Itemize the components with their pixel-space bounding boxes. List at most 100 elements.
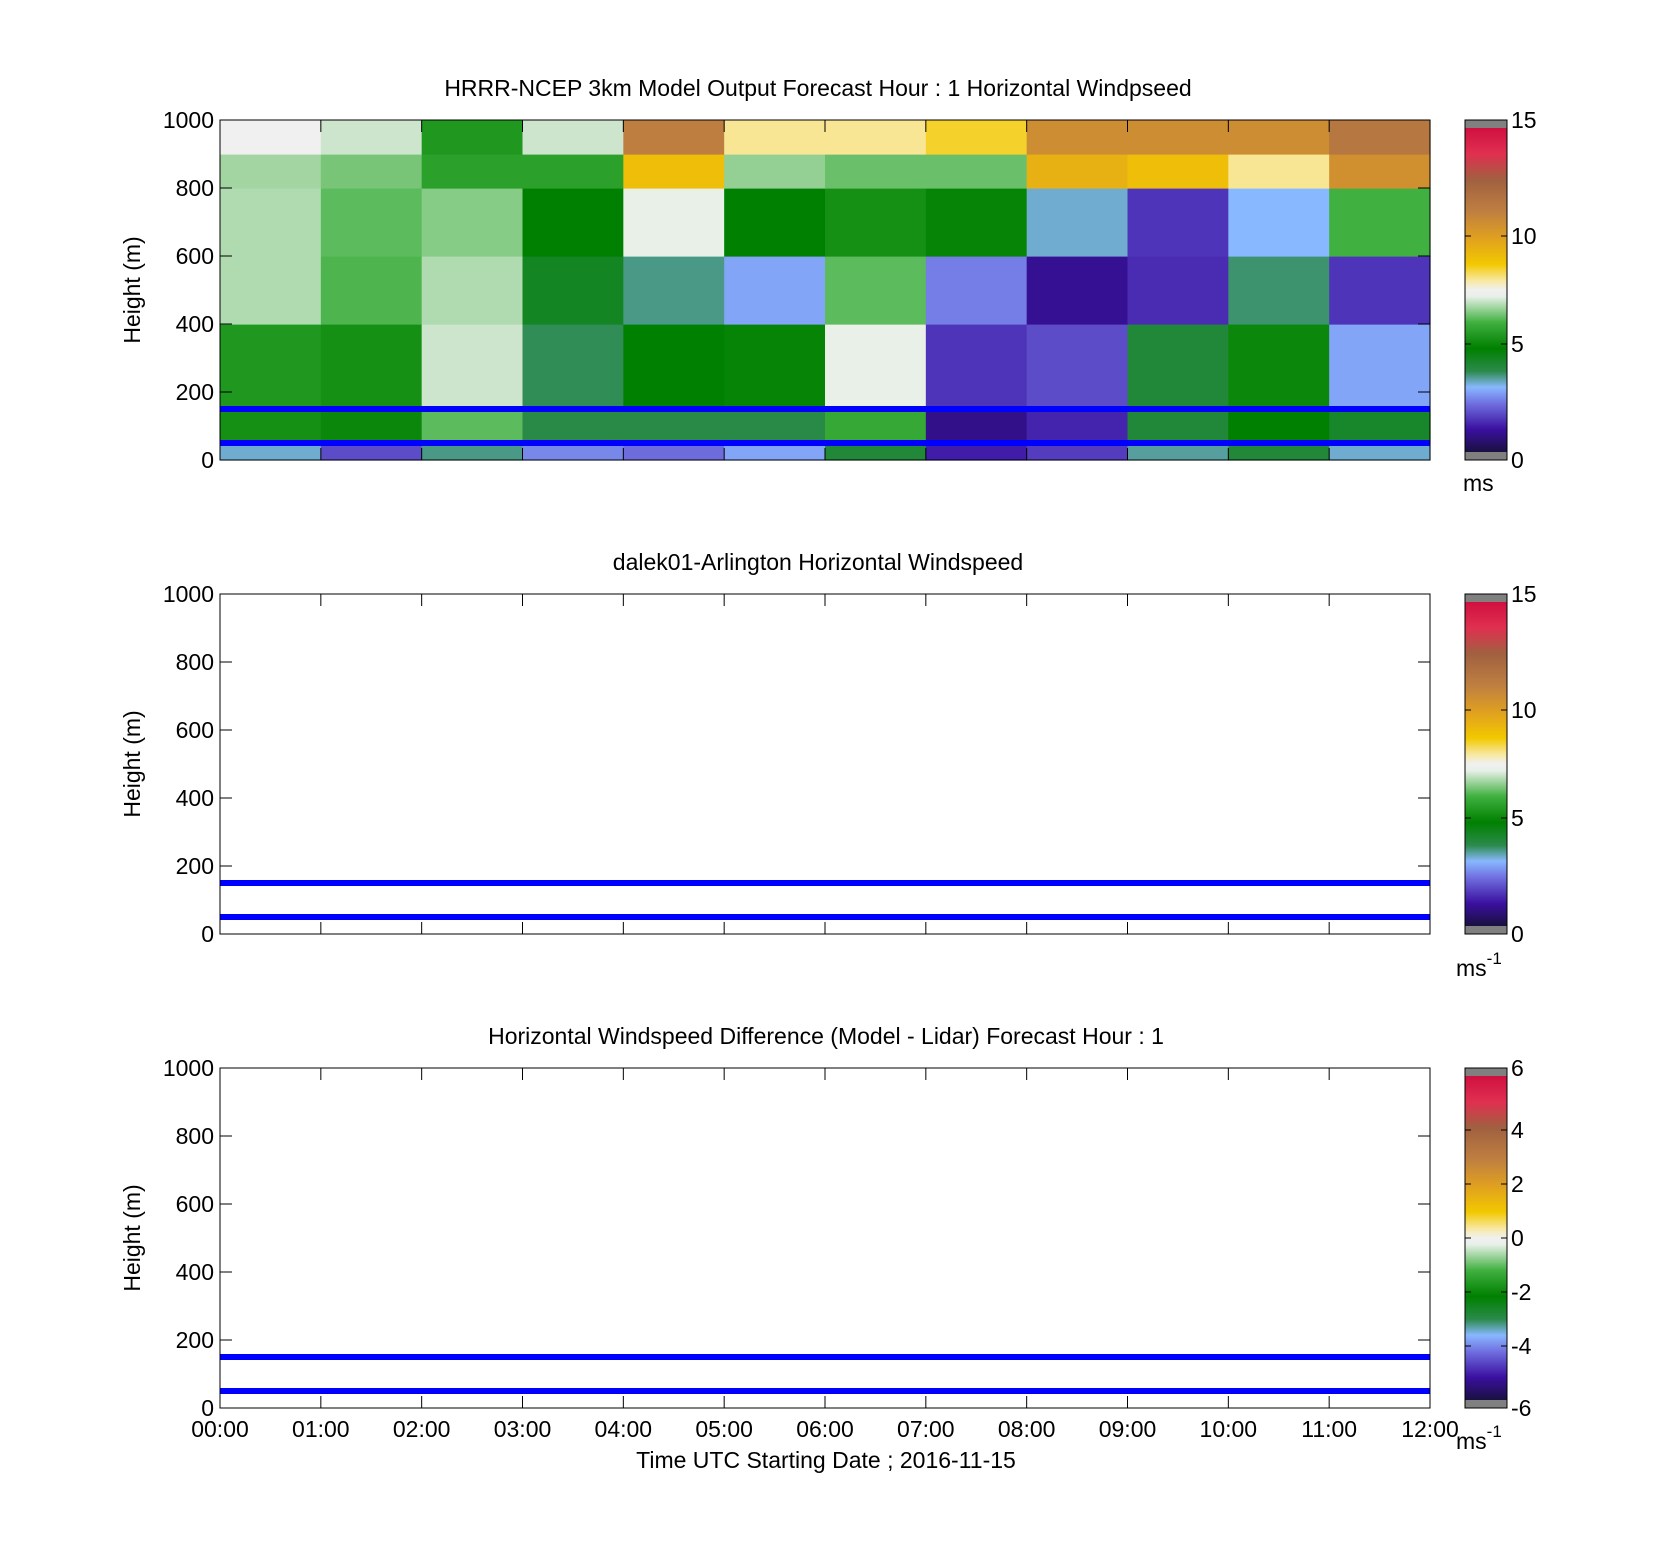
y-tick-label: 600 bbox=[176, 243, 214, 269]
heatmap-cell bbox=[825, 409, 927, 444]
y-tick-label: 1000 bbox=[163, 107, 214, 133]
x-tick-label: 10:00 bbox=[1200, 1416, 1258, 1442]
colorbar-tick-label: 15 bbox=[1511, 581, 1537, 607]
heatmap-cell bbox=[220, 256, 322, 325]
heatmap-cell bbox=[320, 120, 423, 155]
heatmap-cell bbox=[320, 443, 423, 461]
colorbar-tick-label: 0 bbox=[1511, 447, 1524, 473]
x-tick-label: 01:00 bbox=[292, 1416, 350, 1442]
heatmap-cell bbox=[220, 409, 322, 444]
heatmap-cell bbox=[1228, 324, 1330, 410]
heatmap-cell bbox=[825, 443, 927, 461]
panel-model: HRRR-NCEP 3km Model Output Forecast Hour… bbox=[119, 75, 1537, 496]
y-tick-label: 400 bbox=[176, 1259, 214, 1285]
panel-lidar-reference-lines bbox=[220, 880, 1430, 920]
panel-difference: Horizontal Windspeed Difference (Model -… bbox=[119, 1023, 1532, 1473]
x-tick-label: 09:00 bbox=[1099, 1416, 1157, 1442]
colorbar-tick-label: -2 bbox=[1511, 1279, 1531, 1305]
y-tick-label: 800 bbox=[176, 649, 214, 675]
y-tick-label: 0 bbox=[201, 1395, 214, 1421]
heatmap-cell bbox=[220, 443, 322, 461]
heatmap-cell bbox=[421, 443, 524, 461]
y-tick-label: 200 bbox=[176, 379, 214, 405]
y-tick-label: 1000 bbox=[163, 1055, 214, 1081]
panel-difference-colorbar-unit-base: ms bbox=[1456, 1428, 1487, 1454]
panel-model-colorbar-frame bbox=[1464, 119, 1508, 461]
heatmap-cell bbox=[825, 256, 927, 325]
panel-model-reference-lines bbox=[220, 406, 1430, 446]
heatmap-cell bbox=[623, 154, 725, 189]
heatmap-cell bbox=[1026, 120, 1129, 155]
x-tick-label: 00:00 bbox=[191, 1416, 249, 1442]
heatmap-cell bbox=[1127, 324, 1229, 410]
heatmap-cell bbox=[421, 256, 524, 325]
colorbar-tick-label: 10 bbox=[1511, 697, 1537, 723]
heatmap-cell bbox=[724, 120, 826, 155]
y-tick-label: 800 bbox=[176, 1123, 214, 1149]
panel-lidar-colorbar-unit-exponent: -1 bbox=[1487, 949, 1502, 968]
panel-model-x-ticks bbox=[219, 120, 1431, 460]
x-tick-label: 06:00 bbox=[796, 1416, 854, 1442]
heatmap-cell bbox=[421, 154, 524, 189]
heatmap-cell bbox=[623, 120, 725, 155]
heatmap-cell bbox=[724, 154, 826, 189]
colorbar-tick-label: 4 bbox=[1511, 1117, 1524, 1143]
panel-lidar-colorbar-frame bbox=[1464, 593, 1508, 935]
panel-difference-x-ticks: 00:00 01:00 02:00 03:00 04:00 05:00 06:00 07:00… bbox=[191, 1068, 1459, 1442]
panel-lidar-colorbar-top-cap bbox=[1465, 594, 1507, 602]
panel-difference-colorbar-unit: ms-1 bbox=[1456, 1422, 1502, 1454]
panel-lidar-ylabel: Height (m) bbox=[119, 710, 145, 817]
heatmap-cell bbox=[522, 409, 624, 444]
panel-lidar-colorbar: 0 5 10 15 ms-1 bbox=[1456, 581, 1537, 981]
heatmap-cell bbox=[825, 120, 927, 155]
heatmap-cell bbox=[522, 256, 624, 325]
y-tick-label: 400 bbox=[176, 311, 214, 337]
heatmap-cell bbox=[1026, 188, 1129, 257]
heatmap-cell bbox=[1026, 256, 1129, 325]
panel-lidar-colorbar-ticks: 0 5 10 15 bbox=[1465, 581, 1537, 947]
panel-model-colorbar-unit: ms bbox=[1463, 470, 1494, 496]
heatmap-cell bbox=[1329, 256, 1431, 325]
y-tick-label: 1000 bbox=[163, 581, 214, 607]
heatmap-cell bbox=[220, 120, 322, 155]
panel-difference-colorbar-unit-exponent: -1 bbox=[1487, 1422, 1502, 1441]
x-tick-label: 04:00 bbox=[595, 1416, 653, 1442]
panel-model-heatmap bbox=[220, 120, 1431, 461]
colorbar-tick-label: 6 bbox=[1511, 1055, 1524, 1081]
panel-difference-ylabel: Height (m) bbox=[119, 1184, 145, 1291]
heatmap-cell bbox=[724, 256, 826, 325]
panel-lidar-x-ticks bbox=[219, 594, 1431, 934]
heatmap-cell bbox=[220, 188, 322, 257]
panel-lidar-colorbar-gradient bbox=[1465, 602, 1507, 926]
panel-model-colorbar-top-cap bbox=[1465, 120, 1507, 128]
panel-lidar-title: dalek01-Arlington Horizontal Windspeed bbox=[613, 549, 1023, 575]
heatmap-cell bbox=[320, 256, 423, 325]
heatmap-cell bbox=[1329, 324, 1431, 410]
panel-model-title: HRRR-NCEP 3km Model Output Forecast Hour… bbox=[444, 75, 1191, 101]
colorbar-tick-label: 10 bbox=[1511, 223, 1537, 249]
heatmap-cell bbox=[1026, 443, 1129, 461]
panel-model-ylabel: Height (m) bbox=[119, 236, 145, 343]
heatmap-cell bbox=[320, 154, 423, 189]
panel-lidar-colorbar-bottom-cap bbox=[1465, 926, 1507, 934]
heatmap-cell bbox=[1026, 324, 1129, 410]
heatmap-cell bbox=[1228, 120, 1330, 155]
heatmap-cell bbox=[522, 443, 624, 461]
heatmap-cell bbox=[1329, 154, 1431, 189]
colorbar-tick-label: -6 bbox=[1511, 1395, 1531, 1421]
heatmap-cell bbox=[1127, 256, 1229, 325]
heatmap-cell bbox=[421, 120, 524, 155]
y-tick-label: 800 bbox=[176, 175, 214, 201]
heatmap-cell bbox=[925, 443, 1028, 461]
heatmap-cell bbox=[1329, 188, 1431, 257]
heatmap-cell bbox=[1127, 443, 1229, 461]
heatmap-cell bbox=[1127, 188, 1229, 257]
heatmap-cell bbox=[623, 409, 725, 444]
panel-difference-y-ticks: 0 200 400 600 800 1000 bbox=[163, 1055, 1430, 1421]
heatmap-cell bbox=[825, 324, 927, 410]
colorbar-tick-label: 0 bbox=[1511, 921, 1524, 947]
heatmap-cell bbox=[1228, 188, 1330, 257]
heatmap-cell bbox=[825, 154, 927, 189]
x-tick-label: 11:00 bbox=[1301, 1416, 1357, 1442]
panel-difference-colorbar: -6 -4 -2 0 2 4 6 ms-1 bbox=[1456, 1055, 1532, 1454]
